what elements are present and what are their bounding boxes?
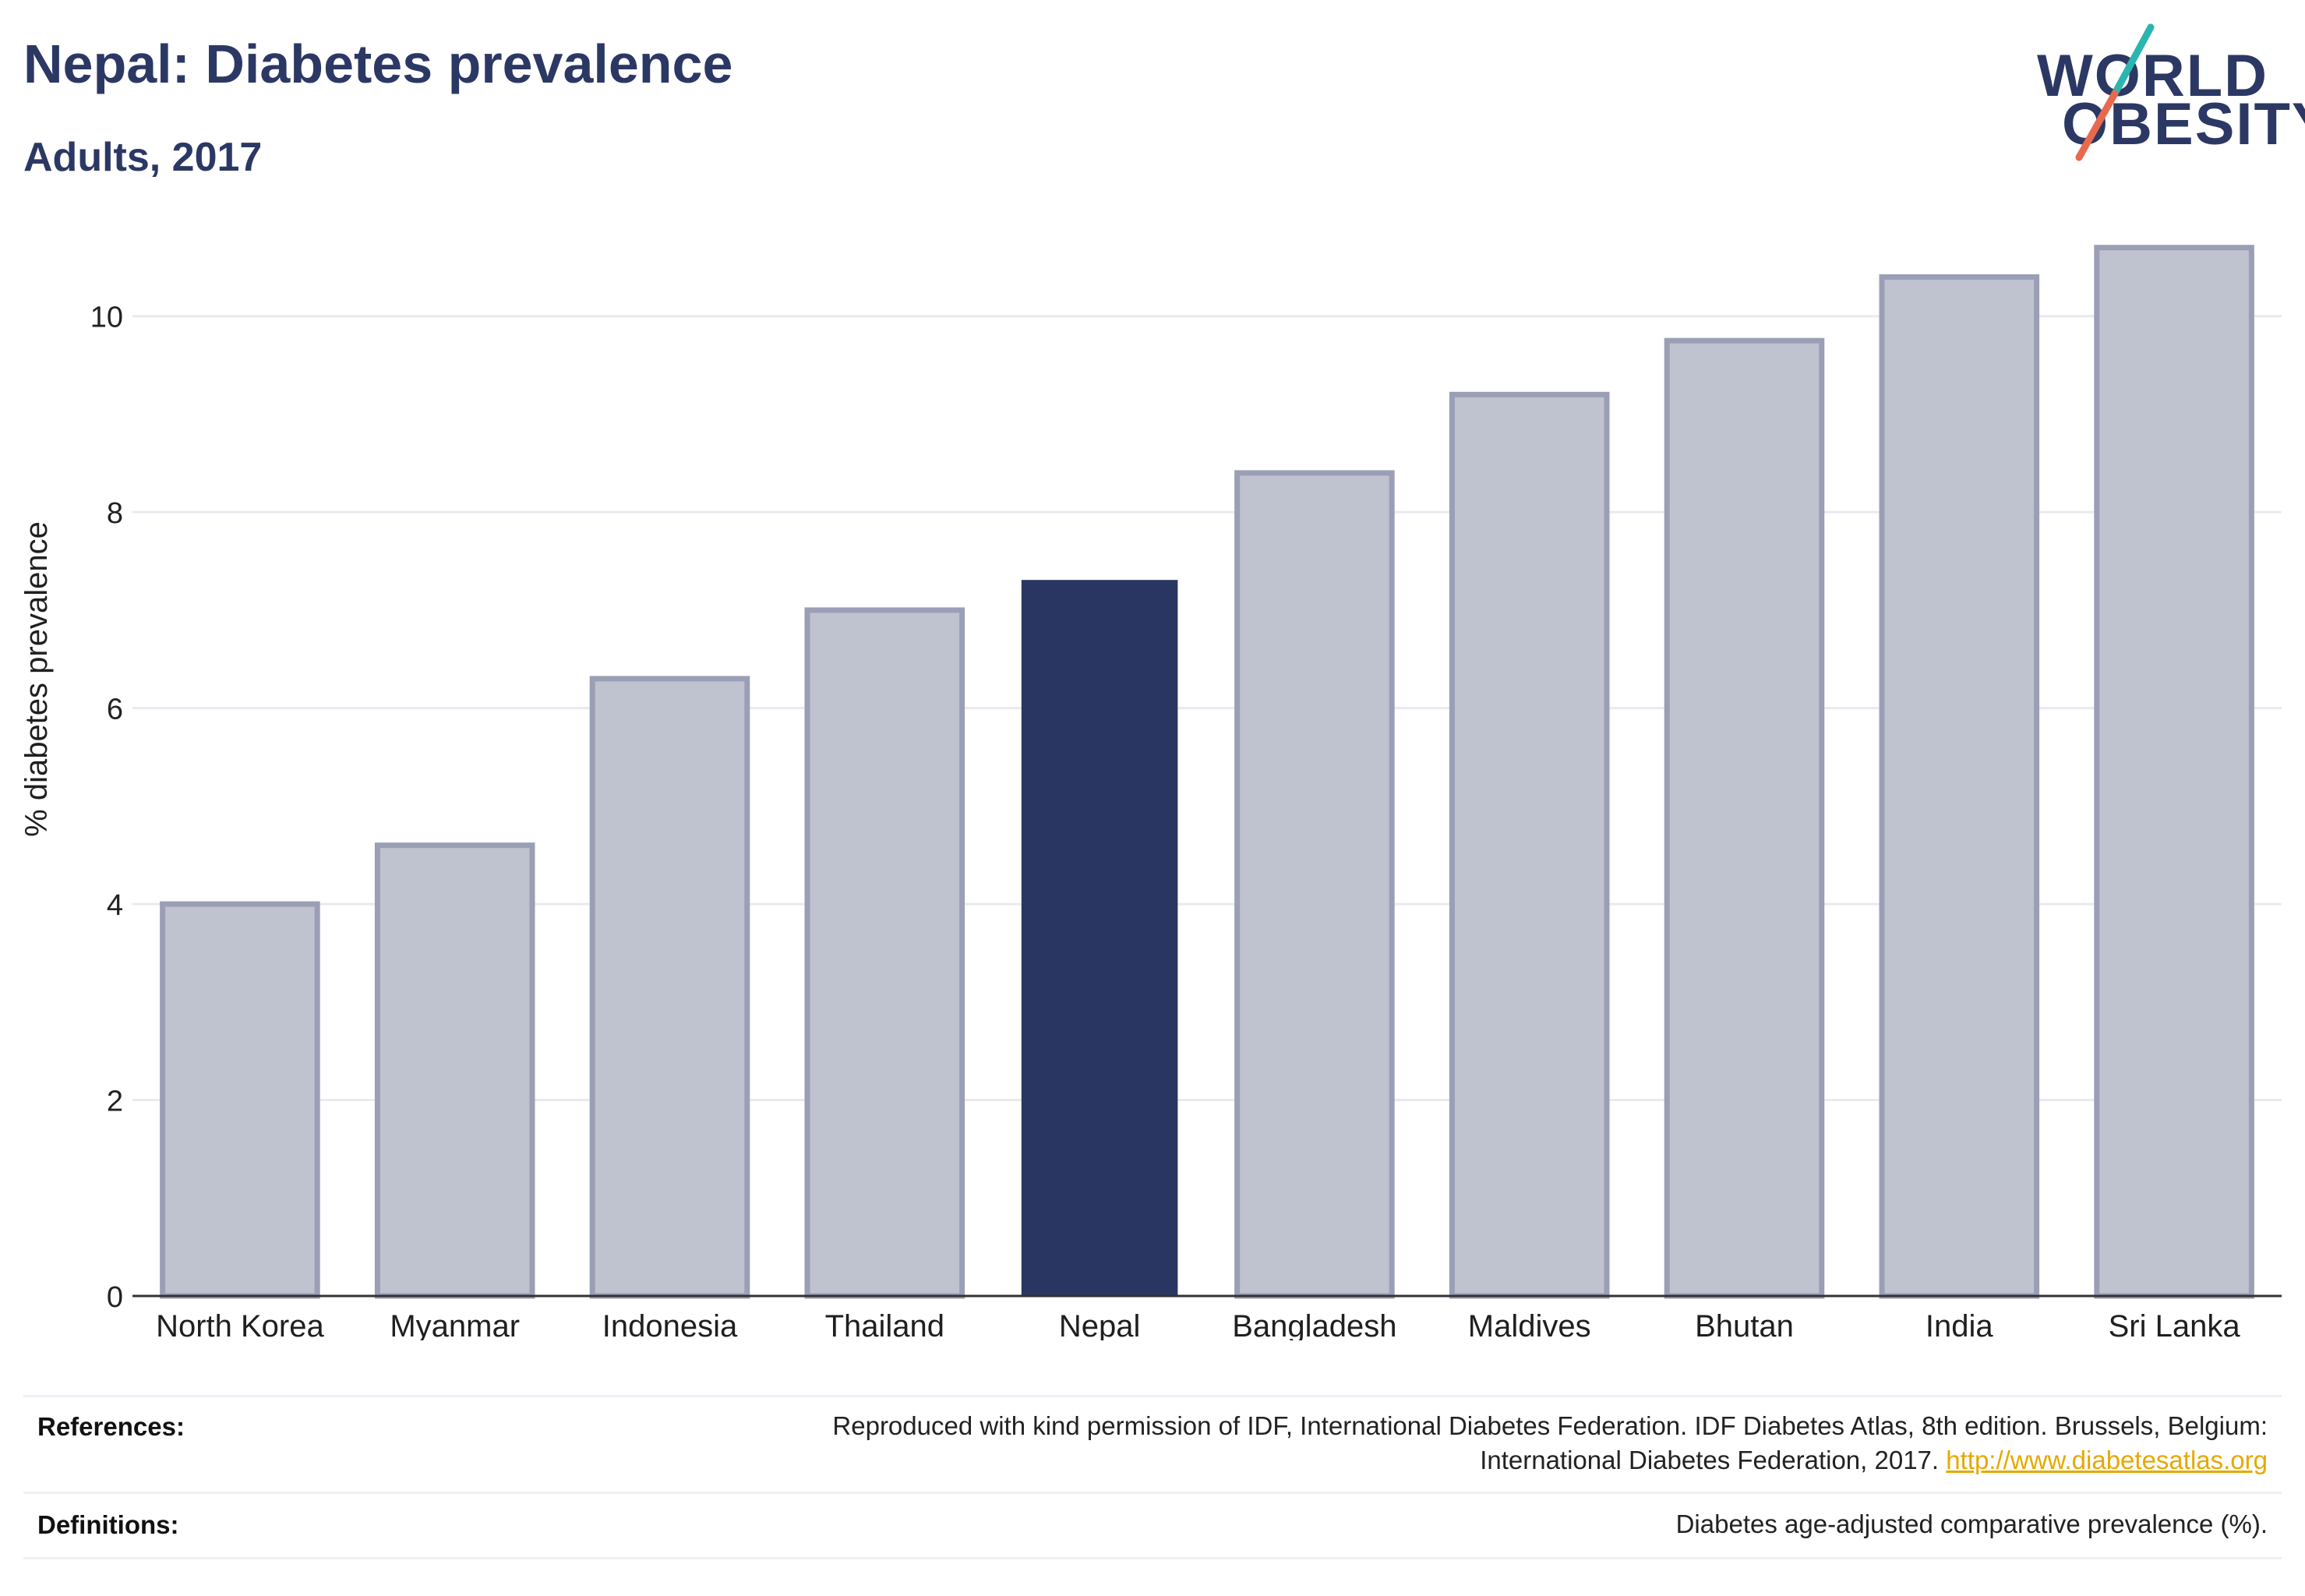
bar-nepal (1021, 580, 1178, 1297)
x-tick-labels: North Korea Myanmar Indonesia Thailand Nepal… (156, 1309, 2240, 1340)
bars (160, 245, 2254, 1299)
bar-north-korea (160, 901, 320, 1299)
bar-maldives (1449, 391, 1610, 1299)
page-subtitle: Adults, 2017 (23, 135, 263, 180)
diabetes-atlas-link[interactable]: http://www.diabetesatlas.org (1946, 1446, 2268, 1474)
bar-india (1879, 274, 2040, 1299)
references-line-2-text: International Diabetes Federation, 2017. (1480, 1446, 1940, 1474)
x-tick-label: North Korea (156, 1309, 324, 1340)
y-tick-labels: 0 2 4 6 8 10 (90, 302, 123, 1314)
bar-bangladesh (1234, 470, 1395, 1299)
x-tick-label: India (1926, 1309, 1993, 1340)
page-title: Nepal: Diabetes prevalence (23, 34, 733, 94)
definitions-label: Definitions: (37, 1510, 179, 1539)
y-tick-label: 8 (107, 497, 123, 530)
x-tick-label: Maldives (1468, 1309, 1591, 1340)
bar-bhutan (1664, 337, 1825, 1299)
bar-myanmar (374, 842, 535, 1299)
logo-slash-icon (2075, 23, 2155, 161)
y-tick-label: 0 (107, 1281, 123, 1314)
x-tick-label: Indonesia (602, 1309, 738, 1340)
bar-indonesia (589, 676, 750, 1299)
references-label: References: (37, 1412, 185, 1441)
footer-divider (23, 1557, 2282, 1559)
logo-word-obesity: OBESITY (2062, 91, 2305, 157)
bar-sri-lanka (2094, 245, 2254, 1299)
y-axis-label: % diabetes prevalence (19, 521, 54, 837)
x-tick-label: Bangladesh (1232, 1309, 1396, 1340)
world-obesity-logo: WORLD OBESITY (2034, 23, 2305, 164)
x-tick-label: Nepal (1059, 1309, 1141, 1340)
footer-divider (23, 1395, 2282, 1397)
definitions-text: Diabetes age-adjusted comparative preval… (1675, 1509, 2268, 1538)
x-tick-label: Bhutan (1695, 1309, 1794, 1340)
x-tick-label: Myanmar (390, 1309, 520, 1340)
y-tick-label: 4 (107, 889, 123, 922)
y-tick-label: 2 (107, 1086, 123, 1118)
references-text: Reproduced with kind permission of IDF, … (832, 1409, 2268, 1478)
y-tick-label: 6 (107, 694, 123, 726)
y-tick-label: 10 (90, 302, 123, 334)
definitions-row: Definitions: Diabetes age-adjusted compa… (23, 1493, 2282, 1555)
references-line-1: Reproduced with kind permission of IDF, … (832, 1411, 2268, 1440)
x-tick-label: Thailand (825, 1309, 944, 1340)
references-line-2: International Diabetes Federation, 2017.… (832, 1443, 2268, 1478)
logo-word-world: WORLD (2037, 43, 2269, 109)
bar-chart: 0 2 4 6 8 10 North Korea Myanmar Indonesia Thail… (19, 245, 2282, 1340)
bar-thailand (804, 607, 965, 1299)
x-tick-label: Sri Lanka (2109, 1309, 2241, 1340)
references-row: References: Reproduced with kind permiss… (23, 1396, 2282, 1490)
footer-divider (23, 1492, 2282, 1494)
